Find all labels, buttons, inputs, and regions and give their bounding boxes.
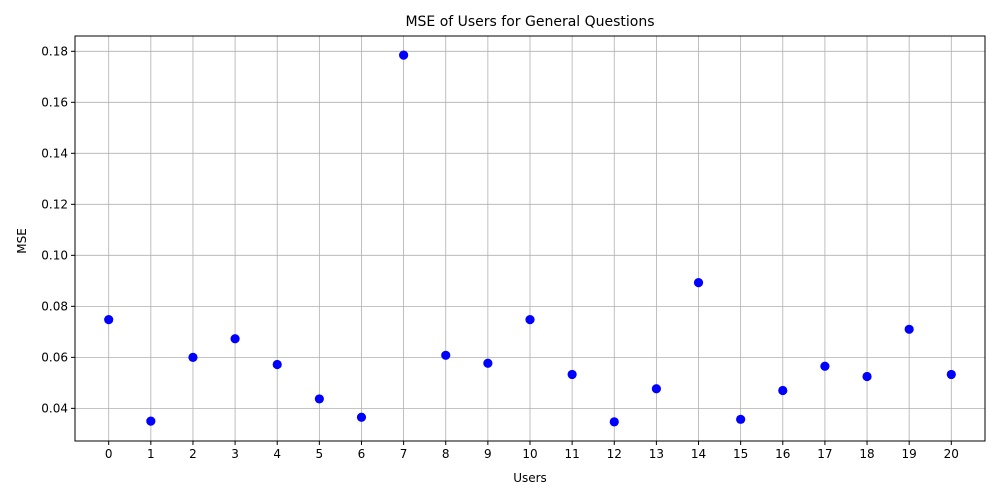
data-point-user-0 xyxy=(104,315,114,325)
x-tick-label-8: 8 xyxy=(442,447,450,461)
x-tick-label-14: 14 xyxy=(691,447,706,461)
x-tick-label-7: 7 xyxy=(400,447,408,461)
data-point-user-2 xyxy=(188,352,198,362)
data-point-user-7 xyxy=(399,50,409,60)
x-tick-label-17: 17 xyxy=(817,447,832,461)
data-point-user-8 xyxy=(441,350,451,360)
chart-title: MSE of Users for General Questions xyxy=(405,14,654,30)
data-point-user-14 xyxy=(693,278,704,288)
x-tick-label-11: 11 xyxy=(564,447,579,461)
data-point-user-6 xyxy=(356,412,367,422)
x-tick-label-12: 12 xyxy=(607,447,622,461)
x-tick-label-19: 19 xyxy=(902,447,917,461)
data-point-user-11 xyxy=(567,369,577,380)
y-tick-label-5: 0.14 xyxy=(41,146,68,160)
x-tick-label-4: 4 xyxy=(273,447,281,461)
y-tick-label-6: 0.16 xyxy=(41,95,68,109)
x-tick-label-15: 15 xyxy=(733,447,748,461)
x-tick-label-1: 1 xyxy=(147,447,155,461)
data-point-user-1 xyxy=(146,416,156,426)
x-tick-label-2: 2 xyxy=(189,447,197,461)
x-tick-label-16: 16 xyxy=(775,447,790,461)
data-point-user-12 xyxy=(609,417,619,427)
y-tick-label-7: 0.18 xyxy=(41,44,68,58)
x-tick-label-10: 10 xyxy=(522,447,537,461)
data-point-user-9 xyxy=(483,358,493,368)
data-point-user-15 xyxy=(736,414,746,424)
data-point-user-17 xyxy=(820,361,830,371)
data-point-user-4 xyxy=(272,359,282,370)
x-tick-label-20: 20 xyxy=(944,447,959,461)
y-tick-label-1: 0.06 xyxy=(41,350,68,364)
data-point-user-18 xyxy=(862,371,872,382)
data-point-user-13 xyxy=(651,384,661,394)
grid-layer xyxy=(75,36,985,441)
data-point-user-19 xyxy=(904,324,914,334)
y-axis-label: MSE xyxy=(15,228,29,254)
data-point-user-20 xyxy=(946,369,956,380)
x-tick-label-18: 18 xyxy=(859,447,874,461)
x-tick-label-9: 9 xyxy=(484,447,492,461)
x-tick-label-5: 5 xyxy=(316,447,324,461)
y-tick-label-2: 0.08 xyxy=(41,299,68,313)
ticks-layer: 0 1 2 3 4 5 6 7 8 9 10 11 12 13 14 15 16 17 18 19 200.040.06… xyxy=(41,44,959,461)
y-tick-label-3: 0.10 xyxy=(41,248,68,262)
data-point-user-10 xyxy=(525,315,535,325)
x-tick-label-6: 6 xyxy=(358,447,366,461)
y-tick-label-0: 0.04 xyxy=(41,401,68,415)
points-layer xyxy=(104,50,956,427)
data-point-user-5 xyxy=(314,394,324,404)
x-tick-label-0: 0 xyxy=(105,447,113,461)
data-point-user-3 xyxy=(230,334,240,344)
x-tick-label-3: 3 xyxy=(231,447,239,461)
x-tick-label-13: 13 xyxy=(649,447,664,461)
data-point-user-16 xyxy=(778,385,788,396)
y-tick-label-4: 0.12 xyxy=(41,197,68,211)
x-axis-label: Users xyxy=(513,471,547,485)
